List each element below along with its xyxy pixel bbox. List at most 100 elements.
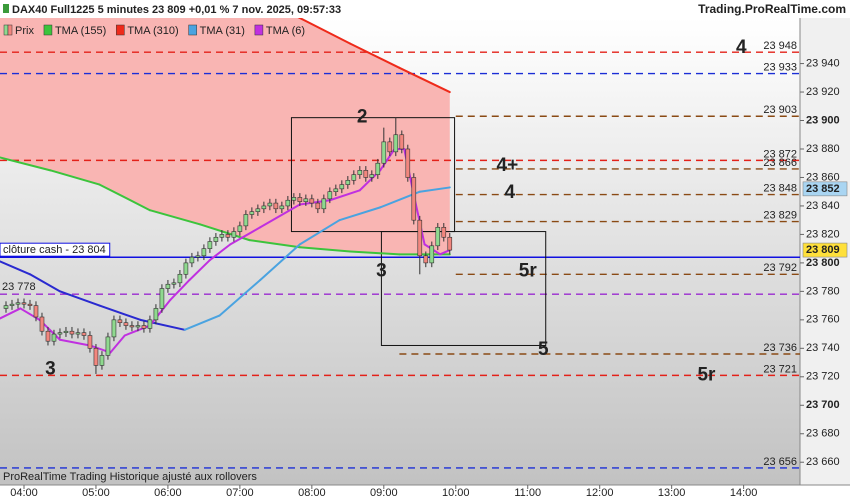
- candle-body: [333, 188, 339, 193]
- candle-body: [285, 199, 291, 207]
- candle-body: [237, 225, 243, 232]
- range-box: [380, 231, 547, 346]
- indicator-line: [349, 42, 401, 69]
- annotation: 3: [376, 260, 387, 281]
- candle-body: [339, 184, 345, 190]
- candle-body: [423, 255, 429, 264]
- level-label: 23 872: [763, 148, 797, 160]
- candle-body: [255, 208, 261, 212]
- legend-icon: [7, 24, 13, 36]
- y-tick-label: 23 840: [806, 200, 840, 212]
- candle-body: [387, 141, 393, 153]
- candle-body: [267, 202, 273, 207]
- x-tick-label: 14:00: [730, 487, 758, 499]
- x-tick-label: 13:00: [658, 487, 686, 499]
- candle-body: [417, 219, 423, 257]
- candle-body: [99, 355, 105, 366]
- x-tick-label: 10:00: [442, 487, 470, 499]
- indicator-line: [0, 307, 22, 320]
- y-tick-label: 23 740: [806, 342, 840, 354]
- candle-body: [189, 256, 195, 264]
- indicator-line: [0, 260, 31, 276]
- candle-body: [105, 336, 111, 356]
- candle-body: [33, 305, 39, 318]
- candle-body: [21, 302, 27, 305]
- footer: ProRealTime Trading Historique ajusté au…: [3, 471, 257, 483]
- level-label: 23 866: [763, 157, 797, 169]
- indicator-line: [98, 183, 151, 212]
- candle-body: [219, 234, 225, 238]
- legend-icon: [43, 24, 53, 36]
- y-tick-label: 23 800: [806, 257, 840, 269]
- candle-body: [447, 236, 453, 251]
- candle-body: [381, 141, 387, 164]
- candle-body: [321, 198, 327, 210]
- indicator-line: [188, 259, 211, 281]
- annotation: 3: [45, 359, 56, 380]
- y-tick-label: 23 820: [806, 228, 840, 240]
- indicator-line: [248, 239, 301, 249]
- legend-label: TMA (310): [127, 25, 178, 37]
- y-tick-label: 23 900: [806, 114, 840, 126]
- candle-body: [315, 202, 321, 210]
- annotation: 4: [504, 182, 515, 203]
- candle-body: [207, 241, 213, 249]
- x-tick-label: 12:00: [586, 487, 614, 499]
- axis-tag: [802, 242, 848, 258]
- candle-body: [309, 198, 315, 204]
- y-tick-label: 23 700: [806, 399, 840, 411]
- y-tick-label: 23 680: [806, 428, 840, 440]
- header-icon: [3, 4, 9, 13]
- candle-body: [303, 198, 309, 202]
- x-tick-label: 11:00: [514, 487, 541, 499]
- indicator-line: [218, 278, 262, 317]
- candle-body: [159, 288, 165, 309]
- candle-body: [429, 245, 435, 264]
- candle-body: [249, 211, 255, 215]
- candle-body: [393, 134, 399, 153]
- indicator-line: [298, 246, 352, 253]
- level-label: 23 656: [763, 456, 797, 468]
- candle-body: [117, 319, 123, 323]
- axis-tag: [802, 181, 848, 197]
- candle-body: [291, 197, 297, 201]
- candle-body: [177, 273, 183, 284]
- y-tick-label: 23 880: [806, 143, 840, 155]
- indicator-line: [418, 186, 451, 193]
- indicator-line: [298, 219, 341, 246]
- x-tick-label: 07:00: [226, 487, 254, 499]
- candle-body: [243, 214, 249, 227]
- indicator-line: [49, 169, 101, 186]
- candle-body: [441, 226, 447, 238]
- level-label: 23 933: [763, 61, 797, 73]
- level-label: 23 792: [763, 262, 797, 274]
- x-tick-label: 04:00: [10, 487, 38, 499]
- level-label: 23 829: [763, 210, 797, 222]
- candle-body: [411, 177, 417, 221]
- y-tick-label: 23 860: [806, 171, 840, 183]
- candle-body: [171, 282, 177, 285]
- chart-title: DAX40 Full1225 5 minutes 23 809 +0,01 % …: [12, 4, 341, 16]
- indicator-line: [169, 278, 191, 301]
- axis-tag-label: 23 809: [806, 244, 840, 256]
- legend-icon: [254, 24, 264, 36]
- x-tick-label: 09:00: [370, 487, 398, 499]
- indicator-line: [148, 209, 202, 226]
- indicator-line: [58, 290, 101, 307]
- level-label: 23 721: [763, 363, 797, 375]
- level-label: 23 903: [763, 104, 797, 116]
- indicator-line: [109, 334, 126, 354]
- y-tick-label: 23 720: [806, 371, 840, 383]
- indicator-line: [349, 250, 401, 256]
- candle-body: [357, 170, 363, 175]
- candle-body: [51, 333, 57, 342]
- candle-body: [165, 283, 171, 289]
- candle-body: [369, 174, 375, 178]
- candle-body: [81, 332, 87, 336]
- indicator-line: [259, 203, 301, 229]
- candle-body: [147, 319, 153, 329]
- candle-body: [363, 170, 369, 178]
- annotation: 5r: [519, 260, 538, 281]
- y-tick-label: 23 940: [806, 57, 840, 69]
